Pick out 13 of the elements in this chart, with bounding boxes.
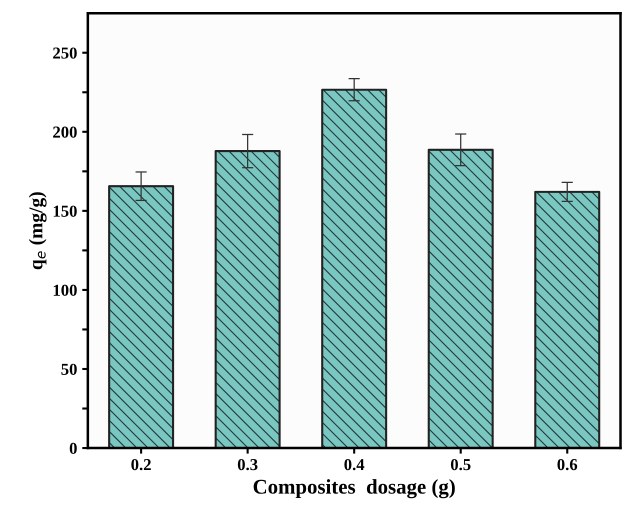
y-tick-label: 50	[61, 364, 77, 375]
y-axis-title: q$_{e}$ (mg/g)	[28, 192, 47, 270]
y-tick-label: 0	[70, 442, 77, 454]
x-tick-label: 0.6	[557, 458, 578, 470]
x-tick-label: 0.2	[131, 458, 151, 470]
y-tick-label: 150	[54, 206, 77, 217]
x-tick-label: 0.3	[238, 458, 258, 470]
x-axis-title: Composites dosage (g)	[254, 479, 455, 498]
y-tick-label: 250	[53, 47, 77, 59]
y-tick-label: 200	[53, 126, 77, 138]
y-tick-label: 100	[54, 284, 77, 296]
x-tick-label: 0.4	[344, 458, 364, 470]
x-tick-label: 0.5	[450, 458, 471, 470]
